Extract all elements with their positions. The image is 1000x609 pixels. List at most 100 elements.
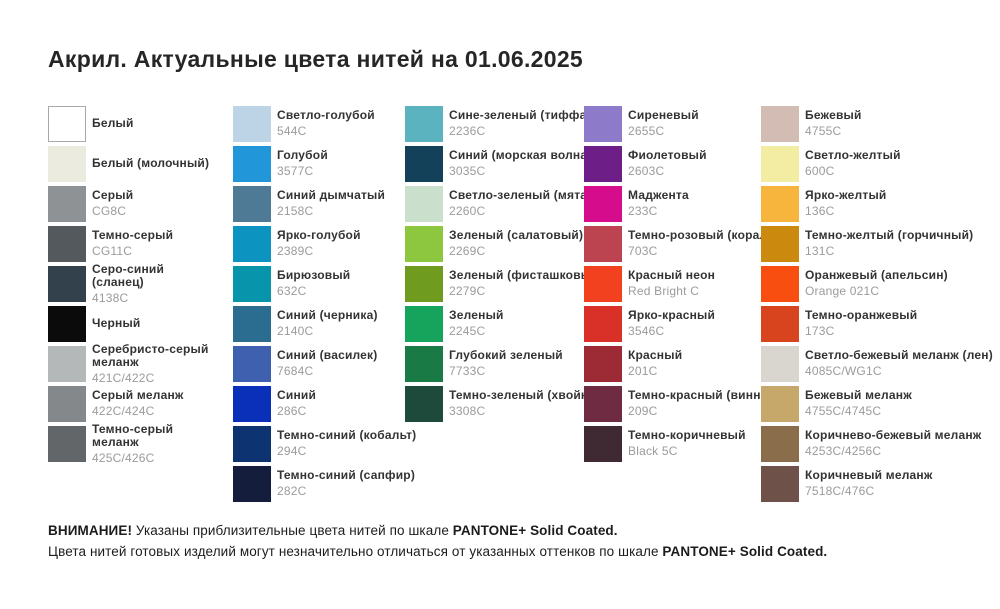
color-label: Темно-оранжевый 173C [805,309,995,338]
footer-text-bold: PANTONE+ Solid Coated. [452,523,618,538]
color-row: Красный неон Red Bright C [584,265,793,305]
color-name: Глубокий зеленый [449,348,563,363]
color-swatch [405,145,443,182]
color-name: Светло-зеленый (мята) [449,188,592,203]
color-name: Темно-красный (винный) [628,388,783,403]
color-label: Серый меланж 422C/424C [92,389,217,418]
color-label: Темно-красный (винный) 209C [628,389,793,418]
color-name: Серый меланж [92,388,184,403]
color-row: Красный 201C [584,345,793,385]
color-code: 2269C [449,243,486,258]
color-label: Светло-зеленый (мята) 2260C [449,189,614,218]
color-label: Голубой 3577C [277,149,427,178]
color-label: Бежевый меланж 4755C/4745C [805,389,995,418]
color-code: 286C [277,403,307,418]
color-label: Черный [92,315,217,331]
color-name: Зеленый [449,308,504,323]
color-row: Коричнево-бежевый меланж 4253C/4256C [761,425,995,465]
color-code: 4085C/WG1C [805,363,882,378]
color-code: 294C [277,443,307,458]
swatch-column: Бежевый 4755C Светло-желтый 600C Ярко-желтый… [761,105,995,505]
color-name: Темно-желтый (горчичный) [805,228,974,243]
color-name: Белый (молочный) [92,155,210,170]
swatch-column: Сиреневый 2655C Фиолетовый 2603C Маджента 233… [584,105,793,465]
color-swatch [405,345,443,382]
color-label: Ярко-желтый 136C [805,189,995,218]
color-row: Коричневый меланж 7518C/476C [761,465,995,505]
color-row: Светло-желтый 600C [761,145,995,185]
color-code: 2260C [449,203,486,218]
color-swatch [48,145,86,182]
color-swatch [584,145,622,182]
color-swatch [584,105,622,142]
color-row: Голубой 3577C [233,145,427,185]
color-swatch [48,345,86,382]
color-row: Темно-зеленый (хвойный) 3308C [405,385,614,425]
color-swatch [584,225,622,262]
color-label: Сине-зеленый (тиффани) 2236C [449,109,614,138]
color-code: 2279C [449,283,486,298]
color-swatch [584,385,622,422]
color-code: 2655C [628,123,665,138]
color-code: 703C [628,243,658,258]
color-row: Светло-голубой 544C [233,105,427,145]
color-label: Серебристо-серый меланж 421C/422C [92,342,217,385]
color-code: 600C [805,163,835,178]
color-name: Темно-оранжевый [805,308,918,323]
color-code: 3546C [628,323,665,338]
color-label: Синий 286C [277,389,427,418]
color-name: Синий (черника) [277,308,378,323]
color-row: Синий 286C [233,385,427,425]
color-name: Коричнево-бежевый меланж [805,428,982,443]
color-swatch [761,265,799,302]
color-label: Коричнево-бежевый меланж 4253C/4256C [805,429,995,458]
color-swatch [405,105,443,142]
color-label: Красный 201C [628,349,793,378]
swatch-column: Светло-голубой 544C Голубой 3577C Синий дымч… [233,105,427,505]
color-code: 4253C/4256C [805,443,882,458]
color-name: Темно-синий (кобальт) [277,428,417,443]
color-name: Фиолетовый [628,148,707,163]
color-row: Темно-синий (кобальт) 294C [233,425,427,465]
color-code: 421C/422C [92,370,155,385]
color-row: Ярко-желтый 136C [761,185,995,225]
color-name: Голубой [277,148,328,163]
color-row: Зеленый (фисташковый) 2279C [405,265,614,305]
color-row: Зеленый 2245C [405,305,614,345]
color-row: Белый [48,105,217,145]
color-swatch [761,425,799,462]
color-code: 422C/424C [92,403,155,418]
color-row: Темно-красный (винный) 209C [584,385,793,425]
swatch-column: Белый Белый (молочный) Серый CG8C Темно-серы… [48,105,217,465]
color-row: Серо-синий (сланец) 4138C [48,262,217,305]
color-row: Синий (василек) 7684C [233,345,427,385]
color-code: 173C [805,323,835,338]
color-name: Сиреневый [628,108,699,123]
footer-note: ВНИМАНИЕ! Указаны приблизительные цвета … [48,522,827,563]
color-row: Серебристо-серый меланж 421C/422C [48,342,217,385]
color-row: Ярко-голубой 2389C [233,225,427,265]
color-name: Сине-зеленый (тиффани) [449,108,606,123]
color-row: Светло-зеленый (мята) 2260C [405,185,614,225]
color-name: Ярко-желтый [805,188,887,203]
color-code: 136C [805,203,835,218]
color-code: 233C [628,203,658,218]
color-row: Черный [48,305,217,345]
color-name: Синий (морская волна) [449,148,592,163]
color-name: Темно-синий (сапфир) [277,468,416,483]
color-name: Темно-розовый (коралл) [628,228,780,243]
color-row: Синий (черника) 2140C [233,305,427,345]
color-label: Ярко-красный 3546C [628,309,793,338]
color-swatch [48,305,86,342]
color-code: 7733C [449,363,486,378]
color-name: Черный [92,315,141,330]
color-swatch [761,145,799,182]
color-swatch [233,465,271,502]
color-swatch [233,265,271,302]
color-swatch [761,385,799,422]
color-swatch [584,425,622,462]
color-row: Белый (молочный) [48,145,217,185]
color-swatch [48,265,86,302]
color-swatch [233,385,271,422]
color-code: 425C/426C [92,450,155,465]
